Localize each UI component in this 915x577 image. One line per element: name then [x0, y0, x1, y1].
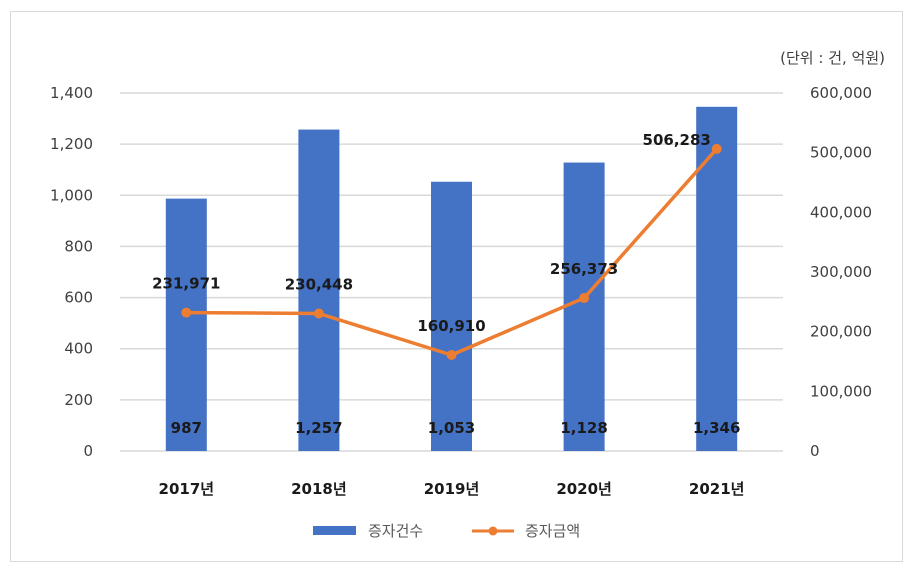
line-marker[interactable]: [181, 307, 192, 318]
left-tick-label: 400: [64, 340, 93, 358]
legend-item-line[interactable]: 증자금액: [472, 522, 580, 540]
line-marker[interactable]: [711, 143, 722, 154]
bar[interactable]: [165, 198, 207, 451]
line-marker[interactable]: [313, 308, 324, 319]
bar[interactable]: [696, 106, 738, 452]
left-tick-label: 600: [64, 289, 93, 307]
right-tick-label: 0: [810, 442, 820, 460]
legend-item-bar[interactable]: 증자건수: [313, 522, 423, 540]
x-axis: 2017년 2018년 2019년 2020년 2021년: [159, 480, 745, 498]
line-data-label: 230,448: [285, 275, 353, 293]
left-tick-label: 1,200: [50, 135, 93, 153]
category-label: 2017년: [159, 480, 215, 498]
category-label: 2018년: [291, 480, 347, 498]
right-tick-label: 600,000: [810, 84, 872, 102]
left-tick-label: 800: [64, 237, 93, 255]
legend-label: 증자금액: [525, 522, 580, 540]
left-tick-label: 200: [64, 391, 93, 409]
category-label: 2021년: [689, 480, 745, 498]
bar-swatch-icon: [313, 526, 356, 535]
line-series: 231,971 230,448 160,910 256,373 506,283: [152, 131, 722, 360]
line-marker-icon: [472, 526, 514, 536]
category-label: 2020년: [556, 480, 612, 498]
bar[interactable]: [298, 129, 340, 451]
category-label: 2019년: [424, 480, 480, 498]
right-tick-label: 300,000: [810, 263, 872, 281]
left-tick-label: 0: [83, 442, 93, 460]
bar-data-label: 1,128: [560, 419, 607, 437]
bar[interactable]: [563, 162, 605, 451]
unit-note: (단위 : 건, 억원): [780, 49, 885, 67]
right-tick-label: 200,000: [810, 323, 872, 341]
legend: 증자건수 증자금액: [313, 522, 580, 540]
bar-data-label: 1,346: [693, 419, 740, 437]
bar[interactable]: [431, 181, 472, 452]
line-data-label: 231,971: [152, 275, 220, 293]
legend-label: 증자건수: [368, 522, 423, 540]
right-tick-label: 500,000: [810, 144, 872, 162]
line-data-label: 506,283: [643, 131, 711, 149]
left-tick-label: 1,000: [50, 186, 93, 204]
line-data-label: 256,373: [550, 260, 618, 278]
bar-data-label: 1,257: [295, 419, 342, 437]
bar-data-label: 1,053: [428, 419, 475, 437]
line-marker[interactable]: [446, 349, 457, 360]
right-tick-label: 400,000: [810, 203, 872, 221]
left-axis: 0 200 400 600 800 1,000 1,200 1,400: [50, 84, 93, 460]
bar-series: 987 1,257 1,053 1,128 1,346: [165, 106, 740, 452]
right-tick-label: 100,000: [810, 382, 872, 400]
line-data-label: 160,910: [417, 317, 485, 335]
line-marker[interactable]: [579, 293, 590, 304]
right-axis: 0 100,000 200,000 300,000 400,000 500,000 600,…: [810, 84, 872, 460]
bar-data-label: 987: [171, 419, 202, 437]
left-tick-label: 1,400: [50, 84, 93, 102]
